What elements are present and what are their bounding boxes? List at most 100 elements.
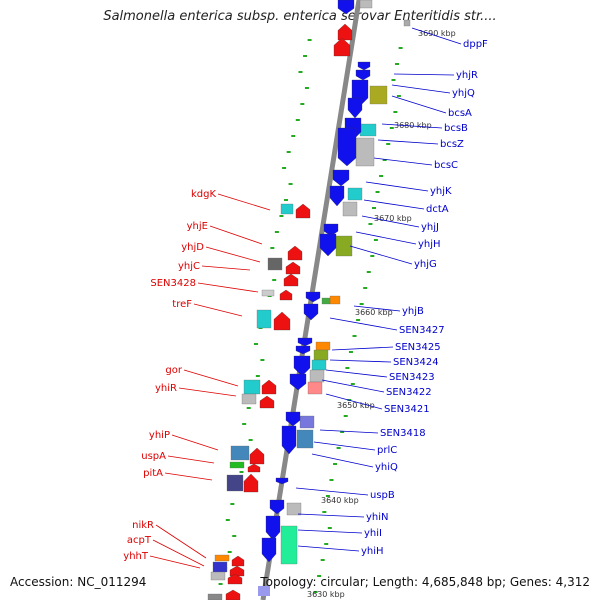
reverse-gene-leader [209, 225, 263, 245]
gene-block [403, 19, 411, 27]
gene-block [311, 359, 327, 371]
forward-gene-label: prlC [377, 445, 397, 456]
gene-block [212, 561, 228, 573]
forward-gene-arrow [305, 291, 321, 303]
forward-gene-leader [325, 393, 383, 410]
gene-block [309, 369, 325, 383]
reverse-gene-leader [164, 472, 213, 481]
gene-block [230, 445, 250, 461]
gene-block [210, 571, 226, 581]
gene-block [296, 429, 314, 449]
forward-gene-leader [381, 123, 443, 129]
forward-gene-leader [331, 346, 394, 351]
reverse-gene-arrow [231, 555, 245, 567]
forward-gene-leader [365, 181, 429, 192]
reverse-gene-leader [193, 303, 243, 317]
forward-gene-arrow [289, 373, 307, 391]
gene-block [241, 393, 257, 405]
reverse-gene-leader [201, 265, 251, 271]
forward-gene-arrow [269, 499, 285, 515]
forward-gene-arrow [337, 127, 357, 167]
forward-gene-arrow [303, 303, 319, 321]
forward-gene-arrow [297, 337, 313, 347]
forward-gene-arrow [295, 345, 311, 355]
reverse-gene-leader [178, 387, 237, 397]
forward-gene-label: SEN3418 [380, 428, 426, 439]
forward-gene-leader [295, 487, 369, 496]
forward-gene-label: SEN3424 [393, 357, 439, 368]
gene-block [267, 257, 283, 271]
forward-gene-arrow [261, 537, 277, 563]
reverse-gene-arrow [227, 573, 243, 585]
gene-block [207, 593, 223, 600]
forward-gene-leader [297, 545, 360, 552]
forward-gene-arrow [357, 61, 371, 71]
gene-block [321, 297, 331, 305]
reverse-gene-arrow [279, 289, 293, 301]
forward-gene-leader [297, 529, 363, 534]
reverse-gene-label: nikR [132, 520, 154, 531]
forward-gene-label: SEN3421 [384, 404, 430, 415]
reverse-gene-arrow [273, 311, 291, 331]
forward-gene-leader [355, 231, 417, 245]
reverse-gene-leader [149, 555, 201, 569]
forward-gene-label: yhjH [418, 239, 441, 250]
forward-gene-leader [297, 513, 365, 518]
forward-gene-label: dctA [426, 204, 449, 215]
forward-gene-label: bcsC [434, 160, 458, 171]
forward-gene-leader [377, 139, 439, 145]
forward-gene-label: SEN3427 [399, 325, 445, 336]
forward-gene-arrow [347, 97, 363, 119]
reverse-gene-label: gor [165, 365, 182, 376]
reverse-gene-label: yhjE [187, 221, 208, 232]
reverse-gene-labels: kdgK yhjE yhjD yhjC SEN3428 treF gor yhiR yhiP us… [123, 189, 271, 569]
gene-block [280, 525, 298, 565]
reverse-gene-label: SEN3428 [150, 278, 196, 289]
forward-gene-label: yhiN [366, 512, 389, 523]
kbp-label: 3690 kbp [418, 29, 456, 38]
forward-gene-arrow [275, 477, 289, 485]
forward-gene-label: yhjR [456, 70, 478, 81]
reverse-gene-label: yhhT [123, 551, 149, 562]
gene-block [347, 187, 363, 201]
reverse-gene-leader [152, 539, 205, 567]
forward-gene-label: bcsA [448, 108, 472, 119]
forward-gene-arrow [337, 0, 355, 15]
forward-gene-label: SEN3423 [389, 372, 435, 383]
forward-gene-leader [319, 429, 379, 434]
forward-gene-leader [325, 369, 388, 378]
reverse-gene-label: treF [172, 299, 192, 310]
forward-gene-leader [321, 379, 385, 393]
forward-gene-arrow [319, 233, 337, 257]
forward-gene-label: uspB [370, 490, 395, 501]
forward-gene-arrow [293, 355, 311, 377]
reverse-gene-leader [171, 434, 219, 451]
reverse-gene-label: yhjC [178, 261, 200, 272]
gene-block [369, 85, 388, 105]
reverse-gene-label: acpT [127, 535, 152, 546]
reverse-gene-label: yhjD [181, 242, 204, 253]
forward-gene-arrow [323, 223, 339, 237]
forward-gene-leader [311, 453, 374, 468]
gene-block [286, 502, 302, 516]
forward-gene-label: yhiQ [375, 462, 398, 473]
reverse-gene-arrow [225, 589, 241, 600]
gene-blocks [207, 0, 411, 600]
gene-block [329, 295, 341, 305]
gene-block [261, 289, 275, 297]
gene-block [258, 586, 270, 596]
reverse-gene-label: yhiR [155, 383, 177, 394]
reverse-gene-arrow [337, 23, 353, 41]
gene-block [355, 137, 375, 167]
gene-block [315, 341, 331, 351]
forward-gene-arrow [355, 69, 371, 81]
reverse-gene-label: kdgK [191, 189, 216, 200]
gene-block [226, 474, 244, 492]
reverse-gene-label: yhiP [149, 430, 170, 441]
forward-gene-arrow [265, 515, 281, 541]
gene-block [280, 203, 294, 215]
reverse-gene-arrow [283, 273, 299, 287]
gene-block [342, 201, 358, 217]
forward-gene-leader [411, 27, 462, 45]
